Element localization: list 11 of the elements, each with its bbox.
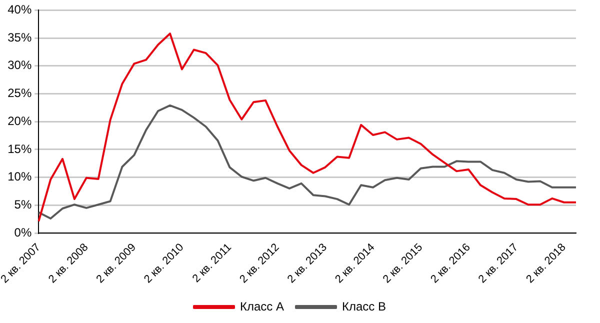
y-tick-label: 15%	[8, 142, 32, 156]
y-tick-label: 35%	[8, 30, 32, 44]
y-tick-label: 0%	[14, 225, 32, 240]
y-tick-label: 40%	[8, 2, 32, 17]
y-tick-label: 10%	[8, 170, 32, 184]
legend-label: Класс В	[342, 299, 386, 314]
y-tick-label: 30%	[8, 58, 32, 72]
y-tick-label: 5%	[14, 197, 32, 212]
y-tick-label: 25%	[8, 86, 32, 100]
legend-label: Класс А	[240, 299, 284, 314]
y-tick-label: 20%	[8, 114, 32, 128]
